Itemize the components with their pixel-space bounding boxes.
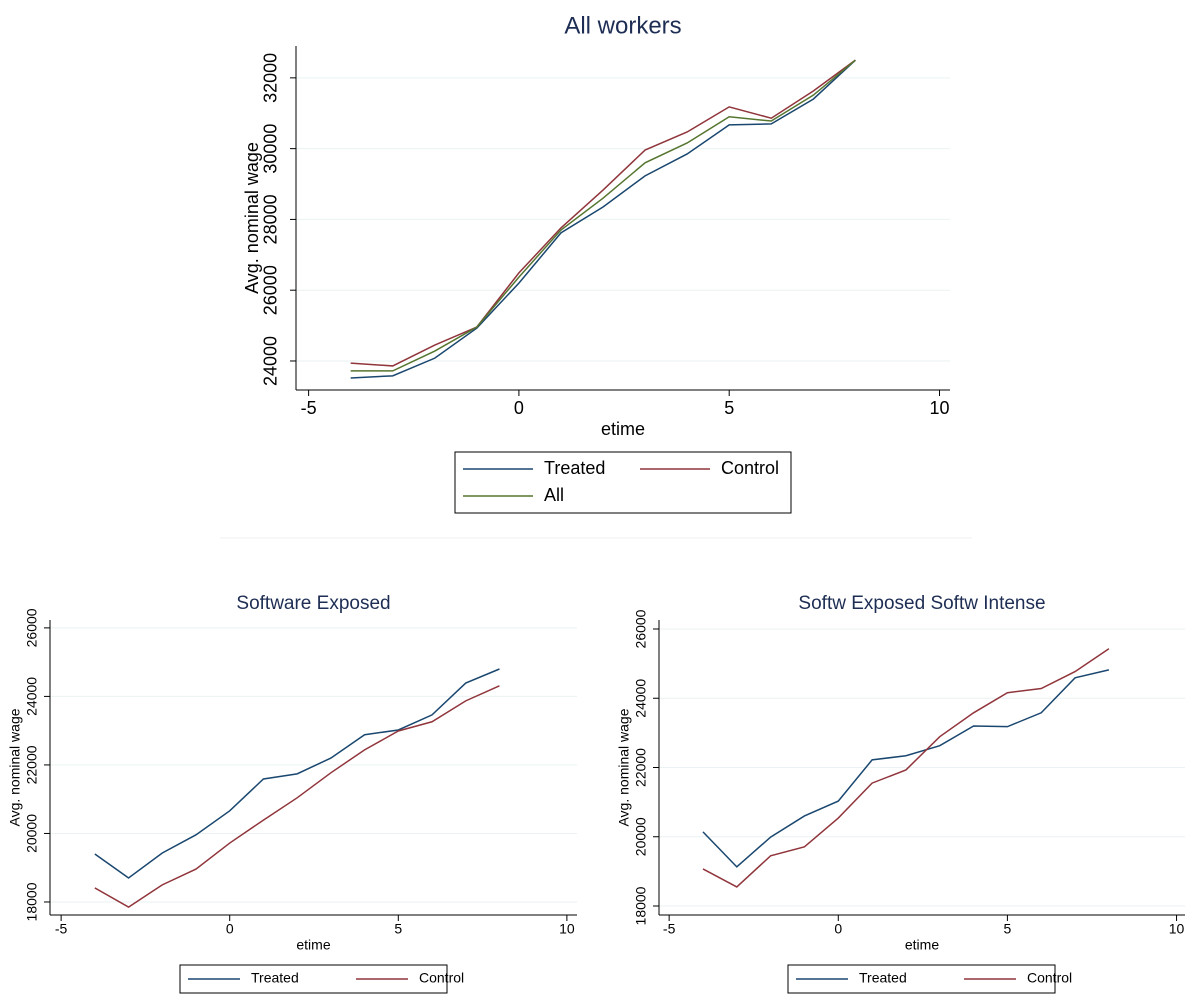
series-line xyxy=(94,685,500,908)
chart-title: Softw Exposed Softw Intense xyxy=(798,593,1045,614)
x-tick-label: 10 xyxy=(559,921,575,937)
y-axis-label: Avg. nominal wage xyxy=(242,142,262,294)
legend-label: Control xyxy=(1027,970,1072,986)
series-line xyxy=(350,59,856,379)
y-tick-label: 26000 xyxy=(261,265,281,315)
x-axis-label: etime xyxy=(905,937,939,953)
legend-label: Treated xyxy=(544,458,605,478)
y-tick-label: 24000 xyxy=(24,677,40,716)
legend-label: Control xyxy=(721,458,779,478)
y-tick-label: 32000 xyxy=(261,53,281,103)
x-axis-label: etime xyxy=(601,419,645,439)
series-line xyxy=(350,59,856,372)
legend-box xyxy=(454,451,792,514)
chart-title: All workers xyxy=(564,12,681,39)
series-line xyxy=(702,669,1110,868)
y-tick-label: 24000 xyxy=(633,679,649,718)
y-tick-label: 20000 xyxy=(24,814,40,853)
x-tick-label: -5 xyxy=(55,921,68,937)
legend-label: Treated xyxy=(859,970,907,986)
y-tick-label: 18000 xyxy=(24,882,40,921)
x-tick-label: 0 xyxy=(226,921,234,937)
series-line xyxy=(702,648,1110,888)
x-tick-label: -5 xyxy=(663,921,676,937)
y-tick-label: 18000 xyxy=(633,886,649,925)
y-tick-label: 30000 xyxy=(261,124,281,174)
x-tick-label: 5 xyxy=(1004,921,1012,937)
x-tick-label: 5 xyxy=(394,921,402,937)
legend-label: Treated xyxy=(251,970,299,986)
x-tick-label: 0 xyxy=(514,398,524,418)
y-tick-label: 24000 xyxy=(261,336,281,386)
chart-title: Software Exposed xyxy=(236,593,390,614)
x-tick-label: 10 xyxy=(929,398,949,418)
x-tick-label: 10 xyxy=(1169,921,1185,937)
legend-label: All xyxy=(544,485,564,505)
y-tick-label: 20000 xyxy=(633,817,649,856)
series-line xyxy=(94,668,500,879)
y-tick-label: 22000 xyxy=(633,748,649,787)
y-tick-label: 22000 xyxy=(24,745,40,784)
y-tick-label: 28000 xyxy=(261,194,281,244)
x-tick-label: 5 xyxy=(724,398,734,418)
series-line xyxy=(350,59,856,367)
y-axis-label: Avg. nominal wage xyxy=(7,708,23,826)
y-tick-label: 26000 xyxy=(24,608,40,647)
x-tick-label: 0 xyxy=(834,921,842,937)
y-tick-label: 26000 xyxy=(633,609,649,648)
x-tick-label: -5 xyxy=(301,398,317,418)
x-axis-label: etime xyxy=(296,937,330,953)
y-axis-label: Avg. nominal wage xyxy=(616,708,632,826)
legend-label: Control xyxy=(419,970,464,986)
